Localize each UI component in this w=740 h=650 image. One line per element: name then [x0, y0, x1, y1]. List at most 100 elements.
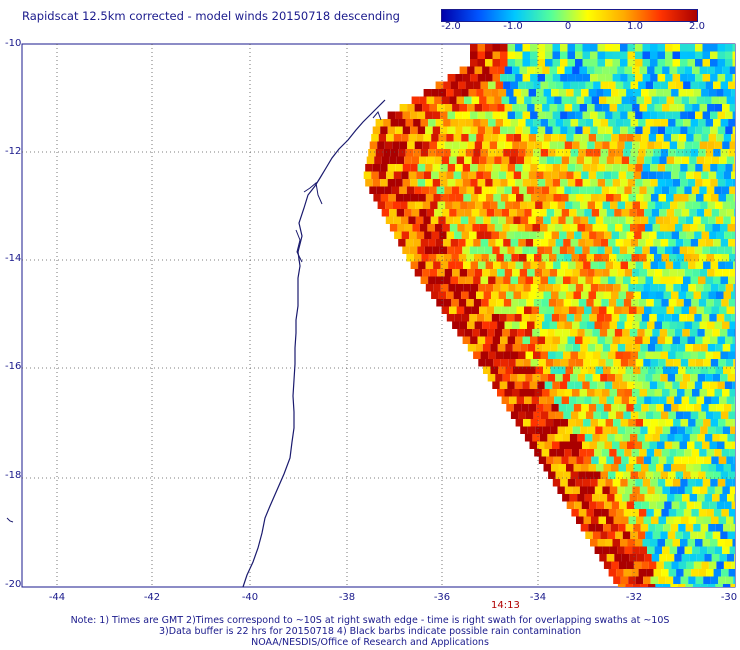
swath-cell: [583, 359, 591, 367]
swath-cell: [509, 329, 518, 337]
swath-cell: [448, 284, 456, 292]
swath-cell: [730, 216, 735, 224]
swath-cell: [687, 51, 695, 59]
swath-cell: [429, 269, 438, 277]
swath-cell: [560, 74, 568, 82]
swath-cell: [606, 396, 615, 404]
swath-cell: [488, 81, 496, 89]
swath-cell: [597, 539, 605, 547]
swath-cell: [580, 366, 588, 374]
swath-cell: [628, 576, 636, 584]
swath-cell: [498, 366, 506, 374]
swath-cell: [718, 576, 726, 584]
swath-cell: [644, 306, 652, 314]
swath-cell: [566, 501, 575, 509]
swath-cell: [504, 141, 513, 149]
swath-cell: [683, 471, 691, 479]
swath-cell: [624, 486, 633, 494]
swath-cell: [732, 246, 735, 254]
swath-cell: [721, 509, 729, 517]
swath-cell: [642, 246, 650, 254]
swath-cell: [549, 186, 557, 194]
swath-cell: [640, 201, 648, 209]
swath-cell: [653, 569, 662, 577]
swath-cell: [656, 89, 664, 97]
swath-cell: [418, 194, 426, 202]
map-gridlines: [22, 44, 735, 587]
swath-cell: [557, 66, 565, 74]
swath-cell: [458, 119, 466, 127]
swath-cell: [680, 261, 689, 269]
swath-cell: [555, 81, 564, 89]
swath-cell: [642, 74, 651, 82]
swath-cell: [576, 456, 584, 464]
swath-cell: [372, 179, 381, 187]
swath-cell: [663, 89, 672, 97]
swath-cell: [530, 111, 538, 119]
swath-cell: [556, 299, 564, 307]
swath-cell: [720, 276, 728, 284]
swath-cell: [454, 246, 463, 254]
swath-cell: [572, 66, 580, 74]
swath-cell: [474, 104, 483, 112]
swath-cell: [672, 111, 681, 119]
swath-cell: [613, 194, 621, 202]
swath-cell: [623, 149, 631, 157]
swath-cell: [555, 374, 563, 382]
swath-cell: [579, 186, 587, 194]
swath-cell: [551, 291, 559, 299]
swath-cell: [583, 516, 591, 524]
swath-cell: [725, 111, 733, 119]
swath-cell: [674, 329, 683, 337]
swath-cell: [684, 449, 692, 457]
swath-cell: [468, 216, 476, 224]
swath-cell: [680, 359, 689, 367]
swath-cell: [719, 329, 728, 337]
swath-cell: [556, 254, 564, 262]
swath-cell: [584, 306, 592, 314]
swath-cell: [651, 96, 660, 104]
swath-cell: [472, 329, 480, 337]
swath-cell: [712, 374, 721, 382]
swath-cell: [508, 194, 516, 202]
swath-cell: [717, 111, 726, 119]
swath-cell: [497, 66, 505, 74]
swath-cell: [610, 426, 618, 434]
swath-cell: [577, 374, 586, 382]
swath-cell: [509, 396, 517, 404]
swath-cell: [507, 246, 515, 254]
swath-cell: [504, 104, 513, 112]
swath-cell: [575, 164, 583, 172]
swath-cell: [673, 194, 681, 202]
swath-cell: [716, 291, 724, 299]
swath-cell: [645, 471, 654, 479]
swath-cell: [586, 254, 594, 262]
swath-cell: [575, 51, 583, 59]
swath-cell: [587, 321, 595, 329]
swath-cell: [423, 134, 432, 142]
swath-cell: [656, 314, 665, 322]
swath-cell: [720, 149, 729, 157]
swath-cell: [539, 156, 547, 164]
swath-cell: [661, 186, 670, 194]
swath-cell: [513, 89, 522, 97]
swath-cell: [710, 284, 719, 292]
swath-cell: [558, 171, 567, 179]
swath-cell: [568, 284, 576, 292]
swath-cell: [612, 381, 620, 389]
swath-cell: [600, 276, 608, 284]
swath-cell: [607, 224, 615, 232]
swath-cell: [704, 434, 713, 442]
swath-cell: [574, 381, 583, 389]
swath-cell: [700, 344, 708, 352]
swath-cell: [564, 269, 573, 277]
swath-cell: [597, 336, 605, 344]
swath-cell: [498, 134, 507, 142]
swath-cell: [701, 561, 709, 569]
swath-cell: [562, 374, 571, 382]
swath-cell: [573, 171, 582, 179]
swath-cell: [718, 194, 726, 202]
swath-cell: [529, 381, 538, 389]
swath-cell: [675, 374, 683, 382]
swath-cell: [545, 336, 553, 344]
